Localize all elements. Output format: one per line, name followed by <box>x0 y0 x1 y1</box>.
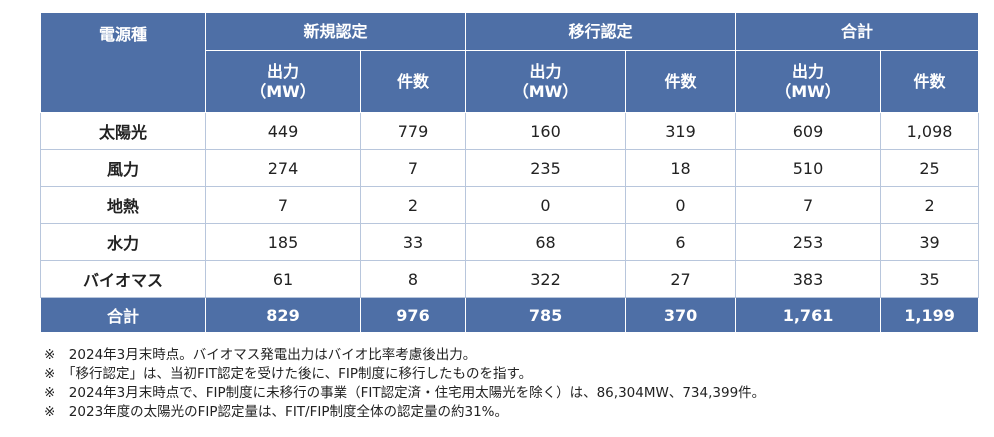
sub-header: 出力 （MW） <box>735 50 882 113</box>
table-row: バイオマス 61 8 322 27 383 35 <box>40 260 980 298</box>
notes: ※ 2024年3月末時点。バイオマス発電出力はバイオ比率考慮後出力。 ※ 「移行認… <box>44 346 765 422</box>
cell: 33 <box>359 223 467 261</box>
cell: 0 <box>465 186 627 224</box>
sub-header: 出力 （MW） <box>205 50 361 113</box>
group-header: 移行認定 <box>465 12 737 51</box>
total-cell: 785 <box>465 297 627 333</box>
note: ※ 2023年度の太陽光のFIP認定量は、FIT/FIP制度全体の認定量の約31… <box>44 404 508 420</box>
cell: 449 <box>205 112 361 150</box>
cell: 383 <box>735 260 882 298</box>
cell: 61 <box>205 260 361 298</box>
total-cell: 976 <box>359 297 467 333</box>
cell: 27 <box>625 260 737 298</box>
sub-header: 件数 <box>625 50 737 113</box>
cell: 185 <box>205 223 361 261</box>
note: ※ 2024年3月末時点。バイオマス発電出力はバイオ比率考慮後出力。 <box>44 347 477 363</box>
cell: 68 <box>465 223 627 261</box>
data-table: 電源種 新規認定 移行認定 合計 出力 （MW） 件数 出力 （MW） 件数 出力 （M… <box>40 12 980 333</box>
row-label: 太陽光 <box>40 112 206 150</box>
sub-header: 件数 <box>359 50 467 113</box>
cell: 1,098 <box>880 112 980 150</box>
group-header: 新規認定 <box>204 12 467 51</box>
total-label: 合計 <box>40 297 206 333</box>
total-cell: 829 <box>205 297 361 333</box>
total-cell: 370 <box>625 297 737 333</box>
total-row: 合計 829 976 785 370 1,761 1,199 <box>40 297 980 333</box>
cell: 35 <box>880 260 980 298</box>
row-label: 風力 <box>40 149 206 187</box>
cell: 25 <box>880 149 980 187</box>
row-label: 地熱 <box>40 186 206 224</box>
cell: 322 <box>465 260 627 298</box>
sub-header: 出力 （MW） <box>465 50 627 113</box>
cell: 39 <box>880 223 980 261</box>
sub-header: 件数 <box>880 50 980 113</box>
cell: 7 <box>735 186 882 224</box>
row-label: バイオマス <box>40 260 206 298</box>
table-row: 水力 185 33 68 6 253 39 <box>40 223 980 261</box>
cell: 274 <box>205 149 361 187</box>
note: ※ 「移行認定」は、当初FIT認定を受けた後に、FIP制度に移行したものを指す。 <box>44 366 533 382</box>
table-row: 地熱 7 2 0 0 7 2 <box>40 186 980 224</box>
cell: 0 <box>625 186 737 224</box>
cell: 6 <box>625 223 737 261</box>
total-cell: 1,761 <box>735 297 882 333</box>
note: ※ 2024年3月末時点で、FIP制度に未移行の事業（FIT認定済・住宅用太陽光… <box>44 385 766 401</box>
cell: 7 <box>359 149 467 187</box>
cell: 779 <box>359 112 467 150</box>
table-row: 風力 274 7 235 18 510 25 <box>40 149 980 187</box>
corner-header: 電源種 <box>40 12 206 113</box>
cell: 7 <box>205 186 361 224</box>
cell: 510 <box>735 149 882 187</box>
cell: 160 <box>465 112 627 150</box>
cell: 253 <box>735 223 882 261</box>
table-row: 太陽光 449 779 160 319 609 1,098 <box>40 112 980 150</box>
cell: 2 <box>880 186 980 224</box>
cell: 235 <box>465 149 627 187</box>
group-header: 合計 <box>735 12 980 51</box>
total-cell: 1,199 <box>880 297 980 333</box>
cell: 319 <box>625 112 737 150</box>
cell: 609 <box>735 112 882 150</box>
row-label: 水力 <box>40 223 206 261</box>
cell: 2 <box>359 186 467 224</box>
cell: 18 <box>625 149 737 187</box>
cell: 8 <box>359 260 467 298</box>
